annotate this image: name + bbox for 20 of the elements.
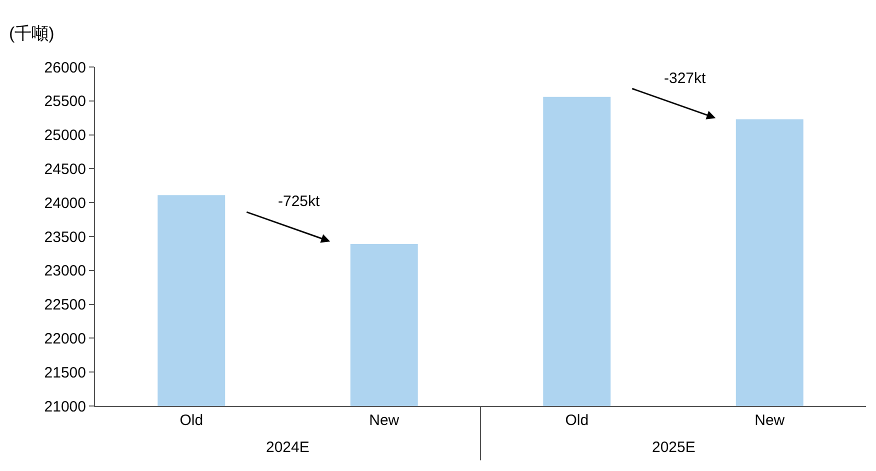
annotation: -725kt xyxy=(278,193,321,210)
y-tick-label: 22000 xyxy=(44,330,86,348)
y-tick-label: 24500 xyxy=(44,160,86,178)
x-tick-label: Old xyxy=(565,412,589,429)
y-tick-label: 24000 xyxy=(44,194,86,212)
y-tick-label: 21000 xyxy=(44,398,86,416)
text: 2024E xyxy=(266,439,310,456)
y-tick-label: 26000 xyxy=(44,59,86,76)
x-tick-label: New xyxy=(754,412,785,429)
x-tick-label: Old xyxy=(180,412,204,429)
y-tick-label: 25500 xyxy=(44,93,86,110)
y-axis-title: (千噸) xyxy=(9,24,54,43)
y-tick-label: 23000 xyxy=(44,262,86,280)
y-tick-label: 25000 xyxy=(44,127,86,144)
y-tick-label: 22500 xyxy=(44,296,86,314)
x-tick-label: New xyxy=(369,412,400,429)
text: 2025E xyxy=(652,439,696,456)
y-tick-label: 23500 xyxy=(44,228,86,246)
y-tick-label: 21500 xyxy=(44,364,86,382)
annotation: -327kt xyxy=(664,70,707,87)
